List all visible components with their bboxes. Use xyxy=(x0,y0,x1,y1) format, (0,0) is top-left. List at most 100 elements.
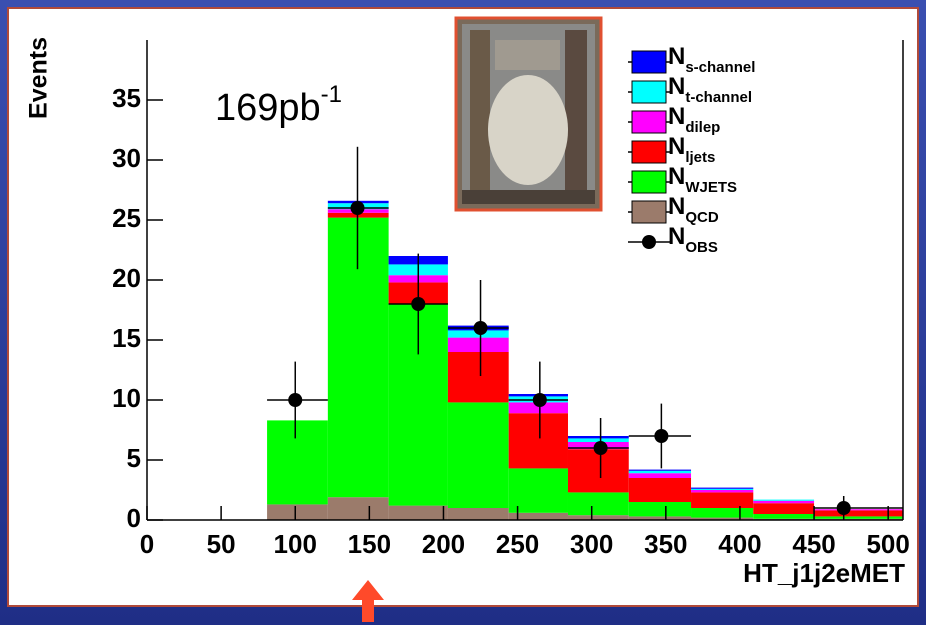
x-tick-label: 100 xyxy=(274,529,317,559)
y-tick-label: 15 xyxy=(112,323,141,353)
legend-label: Ns-channel xyxy=(668,43,755,76)
bar-segment xyxy=(628,469,692,471)
annotation-text: 169pb xyxy=(215,87,321,129)
bar-segment xyxy=(691,487,754,489)
bar-segment xyxy=(567,438,629,442)
bar-segment xyxy=(567,515,629,520)
y-axis-title: Events xyxy=(25,37,53,119)
y-tick-label: 35 xyxy=(112,83,141,113)
bar-segment xyxy=(691,492,754,508)
x-tick-label: 400 xyxy=(718,529,761,559)
bar-segment xyxy=(814,509,903,511)
bar-segment xyxy=(628,478,692,502)
bar-segment xyxy=(753,500,815,504)
legend-label: Nljets xyxy=(668,133,715,166)
legend-label: Ndilep xyxy=(668,103,720,136)
legend-swatch xyxy=(631,110,667,134)
bar-segment xyxy=(753,514,815,519)
legend-swatch xyxy=(631,80,667,104)
legend-subscript: ljets xyxy=(685,149,715,166)
legend-symbol: N xyxy=(668,223,685,250)
bar-segment xyxy=(267,420,328,505)
data-point xyxy=(288,393,303,407)
bar-segment xyxy=(814,516,903,519)
data-point xyxy=(411,297,426,311)
data-point xyxy=(473,321,488,335)
bar-segment xyxy=(628,516,692,520)
photo-inset xyxy=(454,16,603,212)
legend-swatch xyxy=(631,140,667,164)
legend-swatch xyxy=(631,50,667,74)
bar-segment xyxy=(567,436,629,439)
x-tick-label: 50 xyxy=(207,529,236,559)
x-tick-label: 500 xyxy=(866,529,909,559)
legend-symbol: N xyxy=(668,43,685,70)
legend-label: NQCD xyxy=(668,193,719,226)
bar-segment xyxy=(447,402,509,508)
legend-symbol: N xyxy=(668,193,685,220)
legend-label: Nt-channel xyxy=(668,73,752,106)
arrow xyxy=(352,580,384,622)
bar-segment xyxy=(691,490,754,493)
bar-segment xyxy=(508,402,568,414)
legend-subscript: QCD xyxy=(685,209,719,226)
x-tick-label: 300 xyxy=(570,529,613,559)
bar-segment xyxy=(327,497,389,520)
y-tick-label: 20 xyxy=(112,263,141,293)
legend-subscript: s-channel xyxy=(685,59,755,76)
x-tick-label: 450 xyxy=(792,529,835,559)
data-point xyxy=(593,441,608,455)
bar-segment xyxy=(753,499,815,501)
y-tick-label: 5 xyxy=(127,443,141,473)
bar-segment xyxy=(628,470,692,474)
bar-segment xyxy=(447,508,509,520)
legend-label: NWJETS xyxy=(668,163,737,196)
y-tick-label: 10 xyxy=(112,383,141,413)
bar-segment xyxy=(691,488,754,490)
bar-segment xyxy=(628,502,692,517)
y-tick-label: 0 xyxy=(127,503,141,533)
bar-segment xyxy=(388,505,448,520)
x-axis-title: HT_j1j2eMET xyxy=(743,558,905,588)
legend-subscript: t-channel xyxy=(685,89,752,106)
x-tick-label: 0 xyxy=(140,529,154,559)
legend-symbol: N xyxy=(668,133,685,160)
legend-label: NOBS xyxy=(668,223,718,256)
bar-segment xyxy=(753,503,815,514)
legend-symbol: N xyxy=(668,163,685,190)
bar-segment xyxy=(628,473,692,478)
data-point xyxy=(532,393,547,407)
bar-segment xyxy=(691,517,754,520)
bar-segment xyxy=(267,504,328,520)
legend-subscript: WJETS xyxy=(685,179,737,196)
data-point xyxy=(654,429,669,443)
annotation-superscript: -1 xyxy=(321,81,342,108)
legend-marker xyxy=(642,235,656,249)
bar-segment xyxy=(447,337,509,352)
legend-subscript: dilep xyxy=(685,119,720,136)
annotation: 169pb-1 xyxy=(215,81,342,129)
bar-segment xyxy=(508,512,568,520)
bar-segment xyxy=(691,508,754,518)
bar-segment xyxy=(567,449,629,493)
data-point xyxy=(836,501,851,515)
legend-subscript: OBS xyxy=(685,239,718,256)
bar-segment xyxy=(447,352,509,403)
y-tick-label: 25 xyxy=(112,203,141,233)
x-tick-label: 200 xyxy=(422,529,465,559)
bar-segment xyxy=(508,468,568,513)
bar-segment xyxy=(508,413,568,469)
bar-segment xyxy=(567,492,629,516)
legend-symbol: N xyxy=(668,73,685,100)
x-tick-label: 150 xyxy=(348,529,391,559)
data-point xyxy=(350,201,365,215)
legend-swatch xyxy=(631,200,667,224)
x-tick-label: 350 xyxy=(644,529,687,559)
y-tick-label: 30 xyxy=(112,143,141,173)
x-tick-label: 250 xyxy=(496,529,539,559)
legend-swatch xyxy=(631,170,667,194)
bar-segment xyxy=(814,510,903,517)
legend-symbol: N xyxy=(668,103,685,130)
